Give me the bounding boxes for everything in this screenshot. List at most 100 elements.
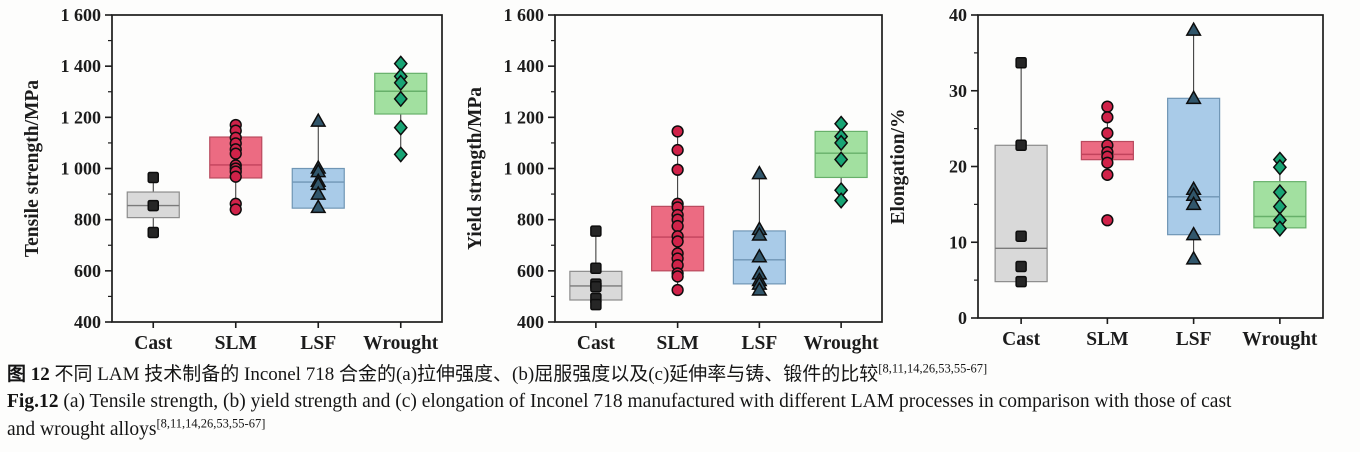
- y-axis-title: Elongation/%: [888, 109, 909, 225]
- x-category-label: SLM: [215, 333, 257, 354]
- y-axis-c: 0 10 20 30 40: [949, 5, 978, 328]
- data-point-circle: [671, 143, 684, 157]
- chart-panel-a: 400 600 800 1 000 1 200 1 400 1 600 Tensile str…: [22, 5, 443, 354]
- data-point-circle: [229, 170, 242, 183]
- data-point-diamond: [834, 151, 849, 168]
- data-point-triangle-up: [1185, 195, 1202, 211]
- data-point-circle: [229, 147, 242, 160]
- plot-frame: [111, 14, 443, 323]
- data-point-circle: [1101, 214, 1114, 227]
- plot-frame: [554, 14, 883, 323]
- data-point-triangle-up: [310, 112, 327, 127]
- y-tick-label: 400: [517, 312, 544, 332]
- y-axis-b: 400 600 800 1 000 1 200 1 400 1 600: [504, 5, 555, 332]
- x-category-label: LSF: [300, 333, 336, 354]
- y-tick-label: 1 000: [61, 159, 102, 179]
- caption-line-zh: 图 12 不同 LAM 技术制备的 Inconel 718 合金的(a)拉伸强度…: [7, 361, 1357, 388]
- caption-zh-text: 不同 LAM 技术制备的 Inconel 718 合金的(a)拉伸强度、(b)屈…: [49, 364, 879, 385]
- data-point-circle: [671, 125, 684, 138]
- data-point-circle: [1101, 168, 1114, 181]
- data-point-square: [1015, 56, 1027, 69]
- x-axis-a: Cast SLM LSF Wrought: [134, 322, 439, 354]
- y-tick-label: 1 400: [504, 56, 545, 76]
- chart-panel-b: 400 600 800 1 000 1 200 1 400 1 600 Yield stren…: [465, 5, 883, 354]
- box-group-b-cast: [569, 225, 623, 311]
- data-point-diamond: [1272, 220, 1287, 237]
- box-group-a-cast: [126, 171, 180, 239]
- data-point-triangle-up: [1185, 226, 1202, 241]
- y-tick-label: 1 600: [504, 5, 545, 25]
- data-point-circle: [1101, 156, 1114, 169]
- data-point-triangle-up: [310, 198, 327, 214]
- caption-line-en-2: and wrought alloys[8,11,14,26,53,55-67]: [7, 416, 1357, 444]
- iqr-box: [994, 144, 1048, 283]
- box-group-b-slm: [651, 125, 705, 297]
- box-group-b-lsf: [732, 165, 786, 296]
- caption-en-text-2: and wrought alloys: [7, 419, 157, 440]
- y-tick-label: 400: [74, 312, 101, 332]
- data-point-square: [590, 225, 602, 237]
- y-tick-label: 0: [958, 308, 967, 328]
- y-tick-label: 1 400: [61, 56, 102, 76]
- y-axis-a: 400 600 800 1 000 1 200 1 400 1 600: [61, 5, 112, 332]
- data-point-square: [1015, 230, 1027, 242]
- x-category-label: SLM: [656, 333, 698, 354]
- box-group-c-wrought: [1253, 151, 1307, 237]
- plot-frame: [977, 14, 1324, 319]
- y-axis-title: Tensile strength/MPa: [22, 80, 43, 257]
- data-point-circle: [671, 270, 684, 283]
- caption-en-reference: [8,11,14,26,53,55-67]: [156, 416, 266, 431]
- data-point-square: [1015, 275, 1027, 288]
- data-point-triangle-up: [1185, 89, 1202, 105]
- data-point-triangle-up: [751, 165, 768, 180]
- y-tick-label: 40: [949, 5, 967, 25]
- box-group-b-wrought: [814, 115, 868, 209]
- data-point-diamond: [393, 146, 408, 163]
- box-group-a-slm: [209, 118, 263, 216]
- y-tick-label: 1 600: [61, 5, 102, 25]
- y-tick-label: 600: [74, 261, 101, 281]
- caption-zh-number: 图 12: [7, 364, 50, 385]
- data-point-triangle-up: [1185, 21, 1202, 36]
- y-axis-title: Yield strength/MPa: [465, 87, 486, 250]
- x-category-label: LSF: [1176, 329, 1212, 350]
- x-category-label: Wrought: [804, 333, 880, 354]
- x-axis-c: Cast SLM LSF Wrought: [1002, 318, 1318, 350]
- caption-zh-reference: [8,11,14,26,53,55-67]: [878, 361, 988, 376]
- box-group-a-lsf: [291, 112, 345, 214]
- y-tick-label: 600: [517, 261, 544, 281]
- data-point-diamond: [1272, 158, 1287, 176]
- data-point-circle: [229, 203, 242, 216]
- data-point-square: [590, 280, 602, 293]
- data-point-diamond: [393, 90, 408, 108]
- data-point-triangle-up: [751, 226, 768, 241]
- data-point-circle: [1101, 111, 1114, 124]
- box-group-c-lsf: [1167, 21, 1221, 265]
- data-point-square: [147, 226, 159, 239]
- data-point-circle: [671, 219, 684, 233]
- x-category-label: Cast: [134, 333, 172, 354]
- y-tick-label: 1 200: [61, 107, 102, 127]
- data-point-square: [147, 171, 159, 184]
- data-point-square: [1015, 260, 1027, 273]
- x-category-label: Cast: [1002, 329, 1040, 350]
- x-axis-b: Cast SLM LSF Wrought: [577, 322, 879, 354]
- y-tick-label: 10: [949, 232, 967, 252]
- x-category-label: Cast: [577, 333, 615, 354]
- data-point-square: [1015, 139, 1027, 152]
- box-group-a-wrought: [374, 55, 428, 163]
- data-point-square: [147, 199, 159, 212]
- caption-en-text: (a) Tensile strength, (b) yield strength…: [58, 391, 1232, 412]
- box-group-c-slm: [1080, 100, 1134, 227]
- data-point-triangle-up: [1185, 250, 1202, 265]
- data-point-square: [590, 298, 602, 311]
- caption-en-number: Fig.12: [7, 391, 59, 412]
- data-point-diamond: [834, 192, 849, 209]
- box-group-c-cast: [994, 56, 1048, 288]
- caption-line-en: Fig.12 (a) Tensile strength, (b) yield s…: [7, 388, 1357, 416]
- data-point-circle: [671, 283, 684, 297]
- x-category-label: SLM: [1086, 329, 1128, 350]
- chart-panel-c: 0 10 20 30 40 Elongation/% Cast SLM LSF Wrought: [888, 5, 1324, 350]
